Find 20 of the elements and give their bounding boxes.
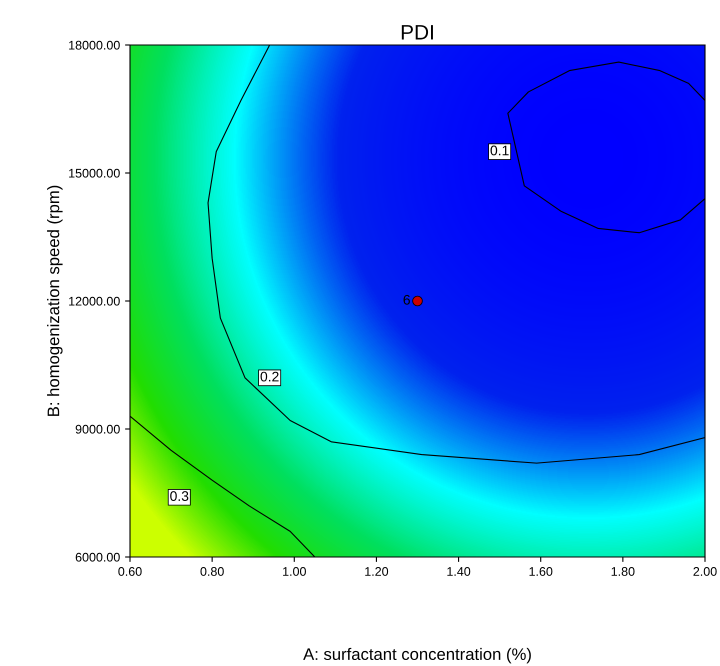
y-axis-title: B: homogenization speed (rpm) xyxy=(47,186,63,416)
y-tick-label: 6000.00 xyxy=(76,552,120,562)
annotation: 0.1 xyxy=(490,146,509,156)
x-tick-label: 0.60 xyxy=(118,567,142,576)
annotation: 0.3 xyxy=(170,491,188,501)
x-tick-label: 1.80 xyxy=(612,567,635,576)
annotation: 0.2 xyxy=(260,372,279,382)
chart-title: PDI xyxy=(402,25,433,40)
x-tick-label: 1.60 xyxy=(530,567,552,576)
y-tick-label: 12000.00 xyxy=(69,296,120,306)
y-tick-label: 18000.00 xyxy=(69,40,120,50)
y-tick-label: 9000.00 xyxy=(76,424,120,434)
x-axis-title: A: surfactant concentration (%) xyxy=(303,648,531,664)
x-tick-label: 1.20 xyxy=(365,567,388,576)
x-tick-label: 1.00 xyxy=(283,567,306,576)
x-tick-label: 1.40 xyxy=(447,567,470,576)
x-tick-label: 2.00 xyxy=(693,567,717,576)
y-tick-label: 15000.00 xyxy=(69,168,120,178)
x-tick-label: 0.80 xyxy=(200,567,224,576)
series-label: 6 xyxy=(404,294,410,305)
